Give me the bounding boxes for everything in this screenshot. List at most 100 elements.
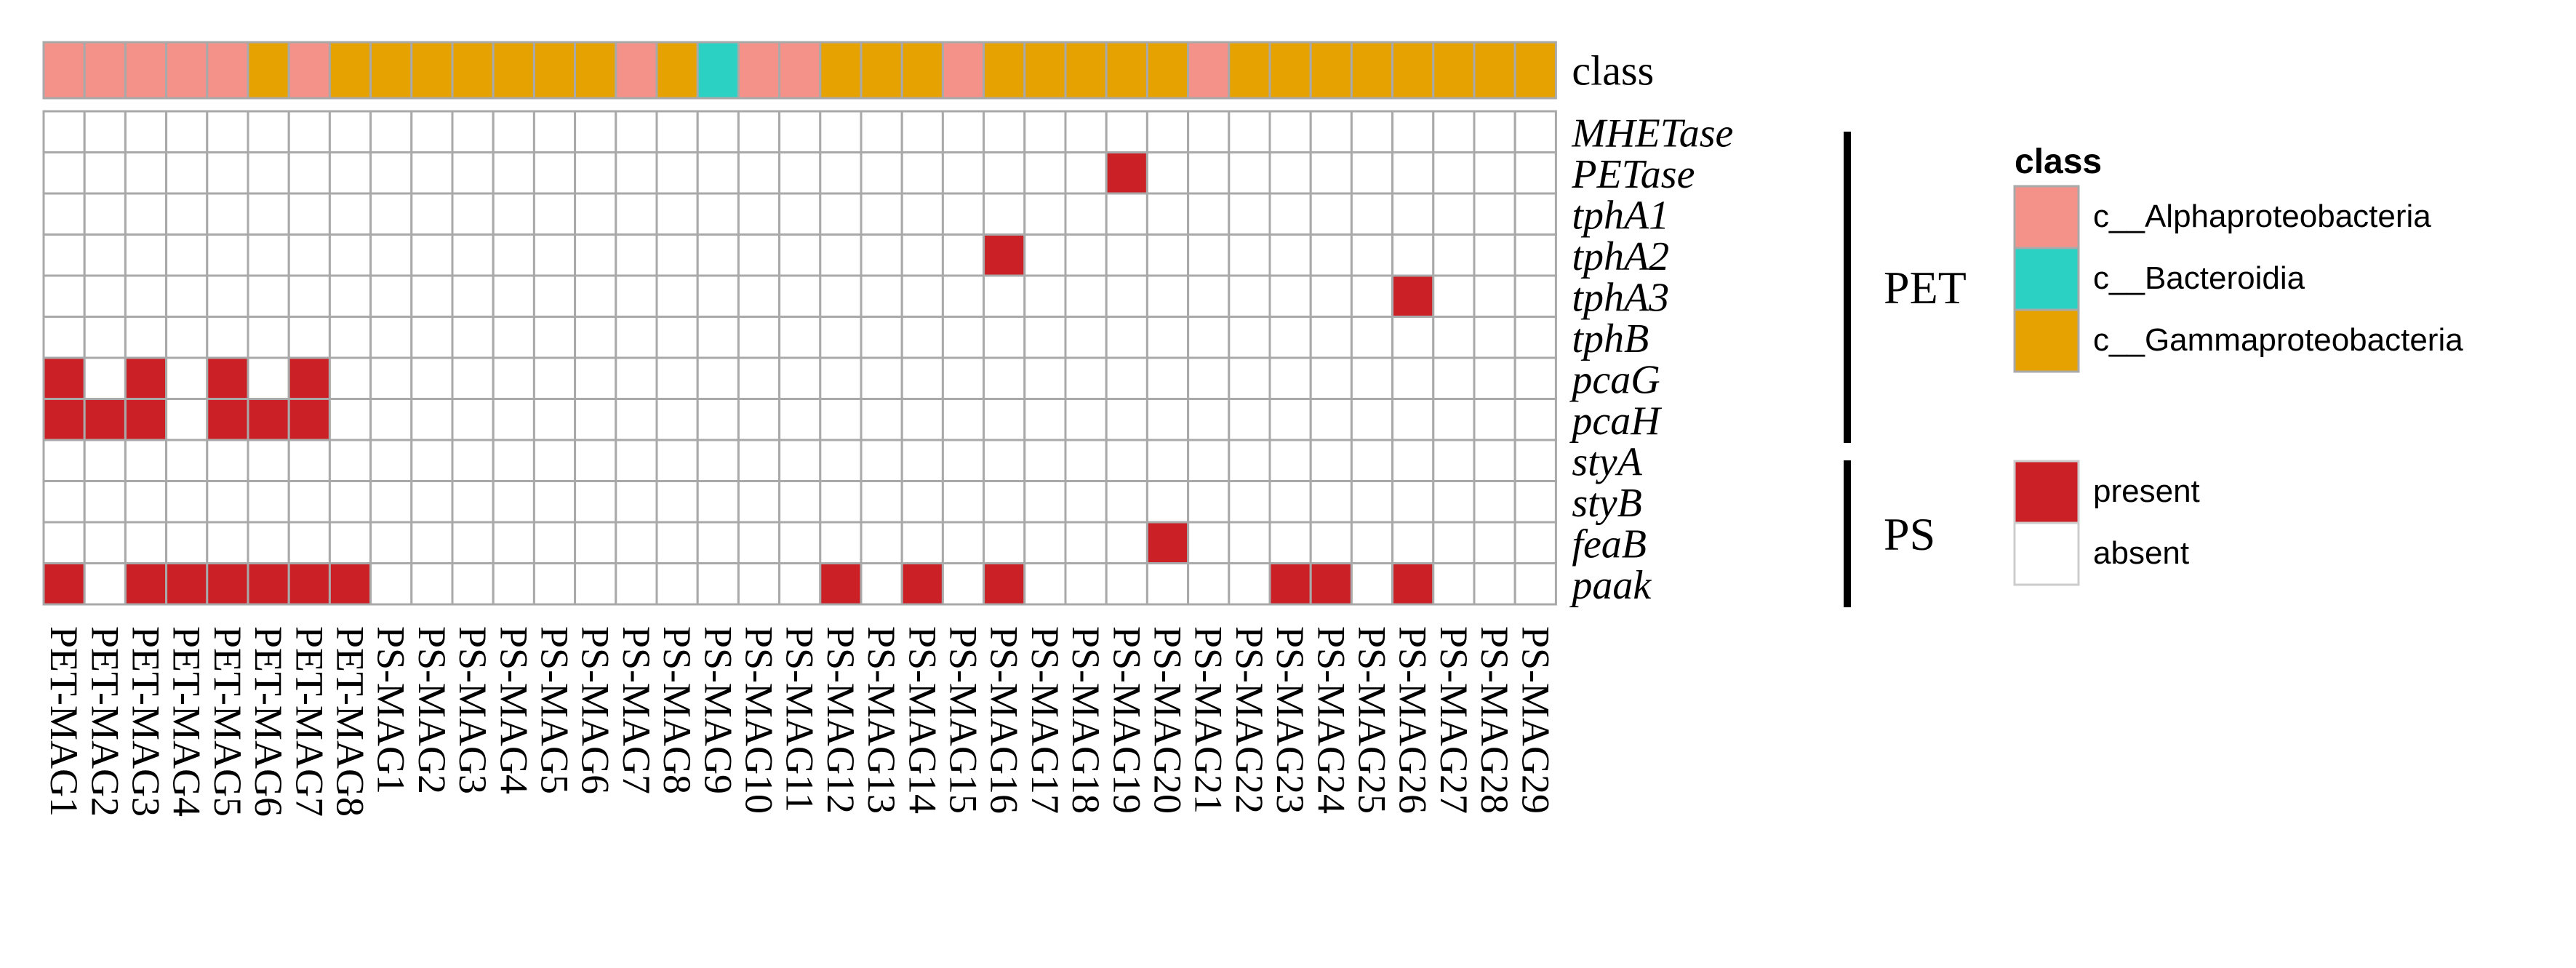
heatmap-cell-present bbox=[165, 562, 209, 606]
heatmap-cell-absent bbox=[1309, 316, 1353, 359]
heatmap-cell-absent bbox=[655, 316, 699, 359]
heatmap-cell-absent bbox=[1023, 562, 1067, 606]
heatmap-cell-absent bbox=[655, 356, 699, 400]
class-legend-swatch bbox=[2013, 247, 2080, 311]
heatmap-cell-absent bbox=[410, 562, 454, 606]
heatmap-cell-absent bbox=[1187, 521, 1231, 564]
heatmap-cell-absent bbox=[83, 562, 127, 606]
heatmap-cell-absent bbox=[1228, 562, 1271, 606]
heatmap-cell-absent bbox=[1105, 439, 1148, 482]
heatmap-cell-absent bbox=[615, 398, 658, 441]
heatmap-cell-absent bbox=[1105, 316, 1148, 359]
column-label: PET-MAG5 bbox=[206, 626, 249, 817]
heatmap-cell-absent bbox=[1105, 356, 1148, 400]
heatmap-cell-absent bbox=[1228, 151, 1271, 195]
heatmap-cell-absent bbox=[124, 521, 168, 564]
heatmap-cell-absent bbox=[1145, 192, 1190, 236]
heatmap-cell-absent bbox=[165, 521, 209, 564]
heatmap-cell-absent bbox=[737, 274, 781, 318]
heatmap-cell-absent bbox=[1432, 233, 1476, 277]
heatmap-cell-absent bbox=[737, 110, 781, 153]
heatmap-cell-absent bbox=[1023, 316, 1067, 359]
heatmap-cell-present bbox=[900, 562, 944, 606]
heatmap-cell-absent bbox=[615, 480, 658, 524]
class-annotation-cell bbox=[1391, 41, 1435, 100]
heatmap-cell-absent bbox=[369, 439, 413, 482]
heatmap-cell-absent bbox=[206, 233, 249, 277]
heatmap-cell-absent bbox=[1513, 356, 1557, 400]
heatmap-cell-absent bbox=[165, 356, 209, 400]
heatmap-cell-absent bbox=[1473, 439, 1516, 482]
heatmap-cell-absent bbox=[655, 480, 699, 524]
heatmap-cell-absent bbox=[532, 398, 577, 441]
heatmap-cell-present bbox=[1309, 562, 1353, 606]
heatmap-cell-absent bbox=[165, 274, 209, 318]
heatmap-cell-absent bbox=[819, 398, 863, 441]
column-label: PS-MAG10 bbox=[737, 626, 781, 814]
presence-legend-label: absent bbox=[2093, 535, 2189, 571]
heatmap-cell-absent bbox=[655, 192, 699, 236]
heatmap-cell-absent bbox=[492, 398, 535, 441]
column-label: PS-MAG26 bbox=[1391, 626, 1435, 814]
heatmap-cell-absent bbox=[1513, 480, 1557, 524]
heatmap-cell-absent bbox=[1268, 233, 1312, 277]
heatmap-cell-absent bbox=[1391, 439, 1435, 482]
heatmap-cell-absent bbox=[1391, 192, 1435, 236]
heatmap-cell-absent bbox=[900, 398, 944, 441]
heatmap-cell-present bbox=[1391, 274, 1435, 318]
heatmap-cell-absent bbox=[574, 480, 617, 524]
heatmap-cell-absent bbox=[941, 233, 985, 277]
heatmap-cell-absent bbox=[492, 151, 535, 195]
heatmap-cell-absent bbox=[1023, 110, 1067, 153]
heatmap-cell-absent bbox=[1064, 356, 1108, 400]
heatmap-cell-absent bbox=[1023, 192, 1067, 236]
heatmap-cell-absent bbox=[124, 274, 168, 318]
heatmap-cell-absent bbox=[532, 480, 577, 524]
heatmap-cell-absent bbox=[206, 274, 249, 318]
heatmap-cell-absent bbox=[1145, 274, 1190, 318]
heatmap-cell-present bbox=[287, 398, 331, 441]
heatmap-cell-absent bbox=[1350, 521, 1394, 564]
heatmap-cell-absent bbox=[1268, 192, 1312, 236]
heatmap-cell-absent bbox=[165, 233, 209, 277]
heatmap-cell-absent bbox=[1350, 110, 1394, 153]
heatmap-cell-absent bbox=[941, 316, 985, 359]
heatmap-cell-absent bbox=[1268, 151, 1312, 195]
heatmap-cell-absent bbox=[1513, 439, 1557, 482]
heatmap-cell-absent bbox=[819, 233, 863, 277]
class-annotation-cell bbox=[532, 41, 577, 100]
heatmap-cell-absent bbox=[1513, 521, 1557, 564]
heatmap-cell-absent bbox=[860, 316, 903, 359]
heatmap-cell-absent bbox=[1105, 192, 1148, 236]
heatmap-cell-absent bbox=[83, 151, 127, 195]
heatmap-cell-present bbox=[206, 356, 249, 400]
heatmap-cell-absent bbox=[819, 151, 863, 195]
class-annotation-cell bbox=[124, 41, 168, 100]
column-label: PS-MAG28 bbox=[1473, 626, 1516, 814]
heatmap-cell-absent bbox=[492, 110, 535, 153]
heatmap-cell-absent bbox=[1187, 356, 1231, 400]
column-label: PET-MAG1 bbox=[42, 626, 86, 817]
class-annotation-cell bbox=[737, 41, 781, 100]
heatmap-cell-absent bbox=[1268, 316, 1312, 359]
heatmap-cell-absent bbox=[328, 398, 372, 441]
heatmap-cell-absent bbox=[1513, 398, 1557, 441]
heatmap-cell-absent bbox=[615, 110, 658, 153]
class-annotation-cell bbox=[1023, 41, 1067, 100]
class-annotation-cell bbox=[1513, 41, 1557, 100]
heatmap-cell-absent bbox=[410, 356, 454, 400]
heatmap-cell-absent bbox=[328, 233, 372, 277]
heatmap-cell-absent bbox=[696, 316, 740, 359]
heatmap-cell-absent bbox=[983, 110, 1026, 153]
column-label: PET-MAG4 bbox=[165, 626, 209, 817]
heatmap-cell-absent bbox=[532, 233, 577, 277]
heatmap-cell-absent bbox=[1473, 233, 1516, 277]
heatmap-cell-absent bbox=[696, 521, 740, 564]
heatmap-cell-absent bbox=[1432, 192, 1476, 236]
heatmap-cell-absent bbox=[287, 233, 331, 277]
heatmap-cell-absent bbox=[1023, 356, 1067, 400]
heatmap-cell-absent bbox=[778, 356, 822, 400]
heatmap-cell-absent bbox=[615, 274, 658, 318]
heatmap-cell-absent bbox=[983, 192, 1026, 236]
class-legend-swatch bbox=[2013, 308, 2080, 373]
